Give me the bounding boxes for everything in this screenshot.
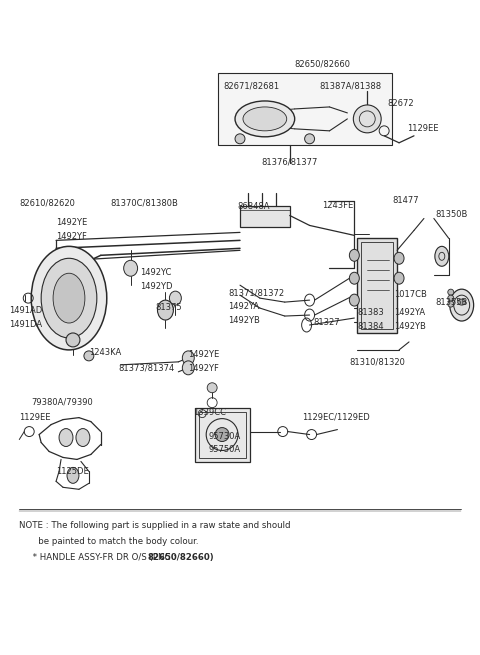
Ellipse shape xyxy=(448,301,454,307)
Text: 1243FE: 1243FE xyxy=(323,200,354,210)
Bar xyxy=(240,206,290,227)
Text: 86848A: 86848A xyxy=(237,202,269,210)
Text: 81373/81374: 81373/81374 xyxy=(119,364,175,373)
Ellipse shape xyxy=(394,252,404,264)
Text: 82650/82660: 82650/82660 xyxy=(295,59,351,68)
Ellipse shape xyxy=(169,291,181,305)
Ellipse shape xyxy=(305,134,314,144)
Text: 81350B: 81350B xyxy=(436,210,468,219)
Text: 1492YA: 1492YA xyxy=(228,302,259,311)
Text: 1492YF: 1492YF xyxy=(188,364,219,373)
Ellipse shape xyxy=(41,258,97,338)
Ellipse shape xyxy=(448,295,454,301)
Text: 1492YE: 1492YE xyxy=(188,350,219,359)
Ellipse shape xyxy=(53,273,85,323)
Ellipse shape xyxy=(349,272,360,284)
Ellipse shape xyxy=(450,289,474,321)
Text: 1492YC: 1492YC xyxy=(141,269,172,277)
Ellipse shape xyxy=(458,299,466,305)
Text: 79380A/79390: 79380A/79390 xyxy=(31,398,93,407)
Text: * HANDLE ASSY-FR DR O/S (PNC :: * HANDLE ASSY-FR DR O/S (PNC : xyxy=(19,553,179,562)
Bar xyxy=(361,242,393,329)
Text: 1129EE: 1129EE xyxy=(19,413,51,422)
Text: 1129EC/1129ED: 1129EC/1129ED xyxy=(301,413,370,422)
Text: 81383: 81383 xyxy=(357,308,384,317)
Text: be painted to match the body colour.: be painted to match the body colour. xyxy=(19,537,199,546)
Ellipse shape xyxy=(394,272,404,284)
Text: 1492YD: 1492YD xyxy=(141,282,173,291)
Text: 81376/81377: 81376/81377 xyxy=(262,158,318,167)
Text: 82650/82660): 82650/82660) xyxy=(147,553,214,562)
Ellipse shape xyxy=(182,361,194,375)
Text: 81310/81320: 81310/81320 xyxy=(349,358,405,367)
Text: 81370C/81380B: 81370C/81380B xyxy=(111,198,179,208)
Ellipse shape xyxy=(349,250,360,261)
Ellipse shape xyxy=(243,107,287,131)
Bar xyxy=(199,411,246,458)
Ellipse shape xyxy=(349,294,360,306)
Ellipse shape xyxy=(124,260,138,276)
Text: 1492YF: 1492YF xyxy=(56,233,87,242)
Text: 95750A: 95750A xyxy=(208,445,240,455)
Text: 1129EE: 1129EE xyxy=(407,124,439,133)
Ellipse shape xyxy=(182,351,194,365)
Text: 1492YB: 1492YB xyxy=(394,322,426,331)
Text: 1492YA: 1492YA xyxy=(394,308,425,317)
Text: 82610/82620: 82610/82620 xyxy=(19,198,75,208)
Ellipse shape xyxy=(59,428,73,447)
Text: 81477: 81477 xyxy=(392,196,419,204)
Ellipse shape xyxy=(76,428,90,447)
Ellipse shape xyxy=(435,246,449,267)
Text: 82672: 82672 xyxy=(387,99,414,108)
Text: 1125DE: 1125DE xyxy=(56,468,89,476)
Text: 1492YE: 1492YE xyxy=(56,219,87,227)
Text: 81371/81372: 81371/81372 xyxy=(228,288,284,297)
Text: 1492YB: 1492YB xyxy=(228,316,260,325)
Ellipse shape xyxy=(448,289,454,295)
Text: 1017CB: 1017CB xyxy=(394,290,427,299)
Text: 82671/82681: 82671/82681 xyxy=(223,81,279,90)
Ellipse shape xyxy=(235,134,245,144)
Ellipse shape xyxy=(67,468,79,483)
Bar xyxy=(218,73,392,145)
Bar xyxy=(357,238,397,333)
Ellipse shape xyxy=(66,333,80,347)
Text: 1243KA: 1243KA xyxy=(89,348,121,357)
Text: NOTE : The following part is supplied in a raw state and should: NOTE : The following part is supplied in… xyxy=(19,521,291,530)
Text: 81387A/81388: 81387A/81388 xyxy=(320,81,382,90)
Text: 1339CC: 1339CC xyxy=(193,407,226,417)
Ellipse shape xyxy=(31,246,107,350)
Ellipse shape xyxy=(353,105,381,133)
Ellipse shape xyxy=(235,101,295,137)
Text: 81375: 81375 xyxy=(156,303,182,312)
Ellipse shape xyxy=(215,428,229,441)
Text: 81327: 81327 xyxy=(313,318,340,327)
Ellipse shape xyxy=(84,351,94,361)
Ellipse shape xyxy=(157,300,173,320)
Text: 1491DA: 1491DA xyxy=(9,320,42,329)
Text: 81355B: 81355B xyxy=(436,298,468,307)
Text: 95730A: 95730A xyxy=(208,432,240,441)
Ellipse shape xyxy=(207,383,217,393)
Text: 1491AD: 1491AD xyxy=(9,306,43,315)
Bar xyxy=(195,407,250,462)
Text: 81384: 81384 xyxy=(357,322,384,331)
